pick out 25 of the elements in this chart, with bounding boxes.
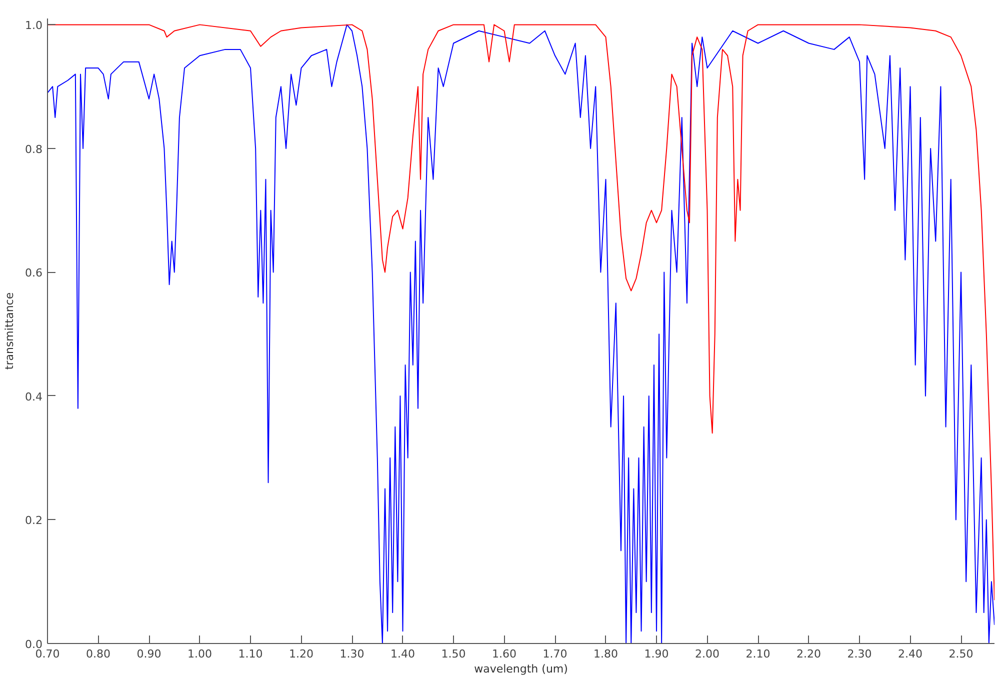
y-tick-label: 0.8 <box>25 142 43 156</box>
x-tick-label: 1.50 <box>441 648 466 660</box>
y-tick-label: 0.4 <box>25 390 43 404</box>
x-tick-label: 1.40 <box>390 648 416 660</box>
x-axis-title: wavelength (um) <box>474 662 568 676</box>
y-tick-label: 1.0 <box>25 19 43 32</box>
x-tick-label: 1.30 <box>340 648 364 660</box>
x-tick-label: 2.50 <box>948 648 974 660</box>
x-tick-label: 0.90 <box>136 648 162 660</box>
x-tick-label: 1.80 <box>594 648 618 660</box>
x-tick-label: 0.80 <box>86 648 111 660</box>
y-tick-label: 0.6 <box>25 266 43 280</box>
x-tick-label: 1.70 <box>542 648 568 660</box>
x-tick-label: 1.20 <box>289 648 314 660</box>
x-tick-label: 1.00 <box>188 648 212 660</box>
x-tick-label: 2.40 <box>898 648 923 660</box>
x-tick-label: 2.00 <box>695 648 720 660</box>
x-tick-label: 1.10 <box>238 648 263 660</box>
x-tick-label: 2.30 <box>847 648 872 660</box>
x-tick-label: 2.10 <box>746 648 770 660</box>
y-tick-label: 0.2 <box>25 514 43 528</box>
x-tick-label: 2.20 <box>796 648 822 660</box>
x-tick-label: 1.60 <box>492 648 517 660</box>
x-tick-label: 1.90 <box>644 648 669 660</box>
y-axis-title: transmittance <box>3 292 16 370</box>
